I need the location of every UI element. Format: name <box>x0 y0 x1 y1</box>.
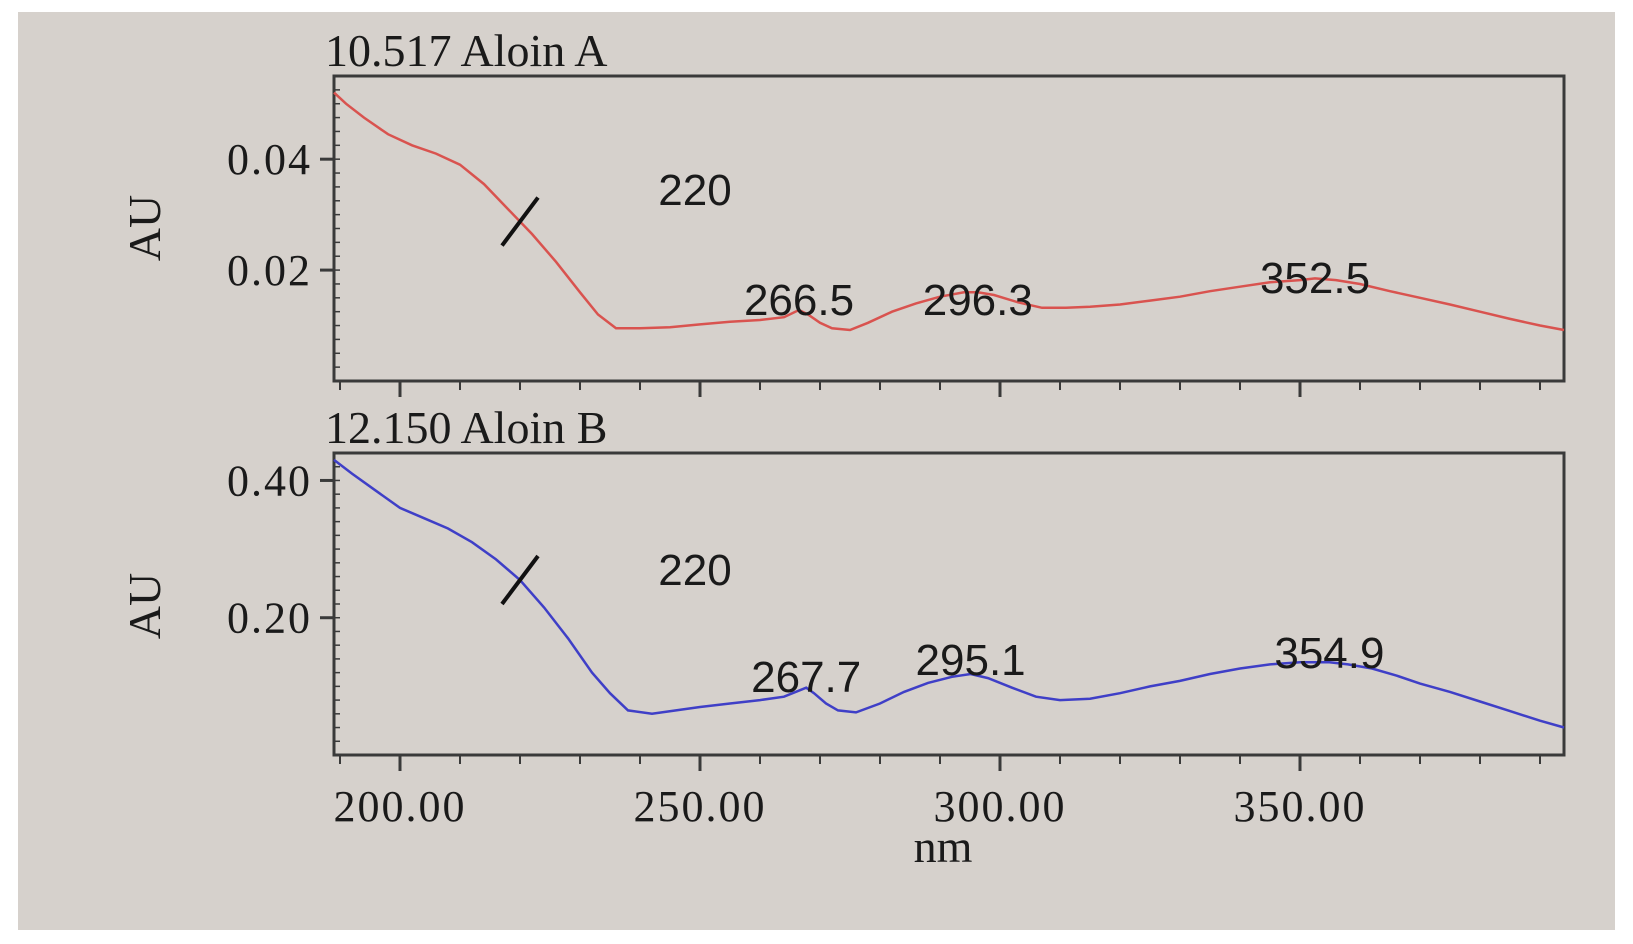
y-tick-label: 0.40 <box>227 456 312 505</box>
figure-background <box>18 12 1615 930</box>
panel-a-title: 10.517 Aloin A <box>325 25 607 76</box>
panel-b-x-axis: 200.00 250.00 300.00 350.00 <box>334 782 1367 831</box>
panel-aloin-b: 12.150 Aloin B 0.20 0.40 200.00 250.00 300.… <box>119 402 1566 872</box>
panel-b-peak-labels: 220 267.7 295.1 354.9 <box>658 546 1384 702</box>
panel-aloin-a: 10.517 Aloin A 0.02 0.04 AU 220 266.5 296.3… <box>119 25 1566 397</box>
x-tick-label: 350.00 <box>1234 782 1367 831</box>
panel-b-y-axis-label: AU <box>119 573 170 639</box>
y-tick-label: 0.20 <box>227 594 312 643</box>
panel-a-minor-ticks <box>334 75 1541 397</box>
panel-b-minor-ticks <box>334 452 1541 771</box>
panel-a-series-line <box>333 91 1565 332</box>
peak-label: 220 <box>658 166 731 215</box>
panel-a-220-marker <box>500 196 540 247</box>
panel-a-y-axis: 0.02 0.04 <box>227 135 334 295</box>
y-tick-label: 0.04 <box>227 135 312 184</box>
panel-b-y-axis: 0.20 0.40 <box>227 456 334 643</box>
panel-b-x-axis-label: nm <box>914 821 973 872</box>
panel-a-peak-labels: 220 266.5 296.3 352.5 <box>658 166 1370 325</box>
peak-label: 295.1 <box>916 636 1026 685</box>
peak-label: 220 <box>658 546 731 595</box>
x-tick-label: 250.00 <box>634 782 767 831</box>
x-tick-label: 300.00 <box>934 782 1067 831</box>
peak-label: 296.3 <box>923 276 1033 325</box>
panel-b-title: 12.150 Aloin B <box>325 402 607 453</box>
peak-label: 266.5 <box>744 276 854 325</box>
peak-label: 354.9 <box>1274 629 1384 678</box>
panel-a-y-axis-label: AU <box>119 195 170 261</box>
x-tick-label: 200.00 <box>334 782 467 831</box>
y-tick-label: 0.02 <box>227 246 312 295</box>
peak-label: 352.5 <box>1260 254 1370 303</box>
peak-label: 267.7 <box>751 653 861 702</box>
panel-b-220-marker <box>500 554 540 606</box>
panel-b-series-line <box>333 458 1565 729</box>
